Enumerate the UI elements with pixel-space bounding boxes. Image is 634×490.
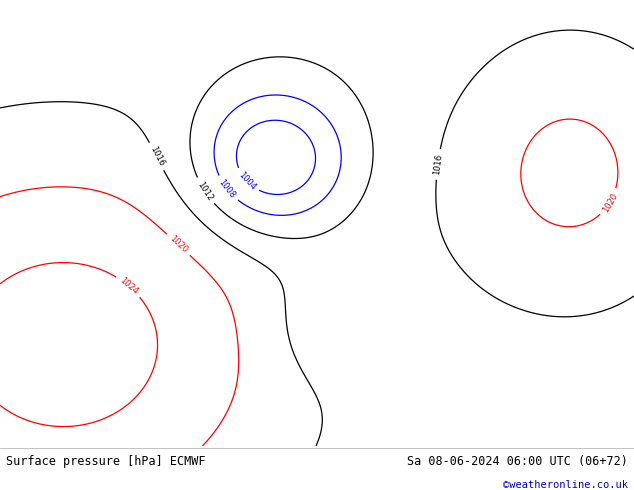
Text: 1016: 1016 [148, 145, 165, 168]
Text: 1016: 1016 [432, 153, 444, 175]
Text: 1020: 1020 [600, 191, 619, 214]
Text: Sa 08-06-2024 06:00 UTC (06+72): Sa 08-06-2024 06:00 UTC (06+72) [407, 455, 628, 468]
Text: Surface pressure [hPa] ECMWF: Surface pressure [hPa] ECMWF [6, 455, 206, 468]
Text: ©weatheronline.co.uk: ©weatheronline.co.uk [503, 480, 628, 490]
Text: 1020: 1020 [167, 234, 189, 255]
Text: 1008: 1008 [217, 178, 237, 200]
Text: 1004: 1004 [236, 170, 257, 192]
Text: 1012: 1012 [195, 180, 214, 202]
Text: 1024: 1024 [118, 276, 139, 296]
